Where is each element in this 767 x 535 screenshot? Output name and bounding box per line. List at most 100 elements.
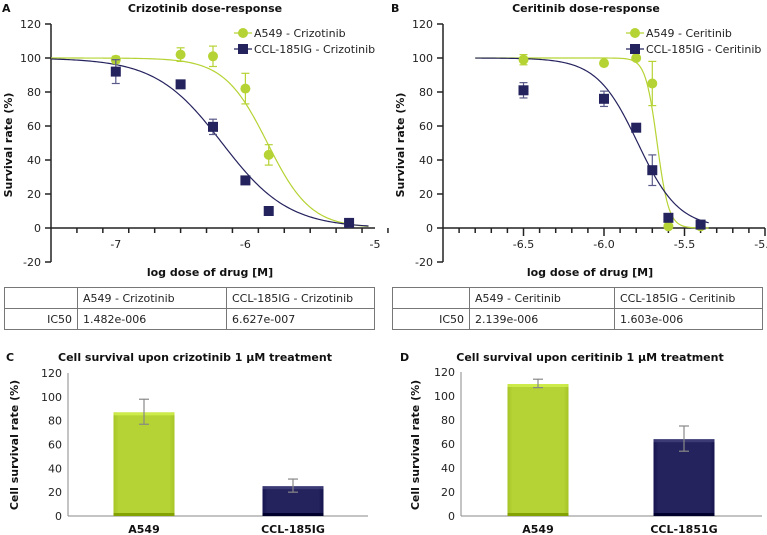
y-tick-label: -20 [23,256,41,269]
y-tick-label: 120 [412,18,433,31]
chart-title: Crizotinib dose-response [128,2,282,15]
data-point [110,66,121,77]
y-tick-label: 60 [419,120,433,133]
legend-label: CCL-185IG - Ceritinib [646,43,761,56]
y-tick-label: 100 [434,390,455,403]
x-tick-label: -6 [240,238,251,251]
bar-shadow [262,513,324,516]
plot-area: -20 0 20 40 60 80 100 120 -7 -6 -5 [20,18,389,269]
plot-area: 0 20 40 60 80 100 120 A549 CCL-1851G [434,366,762,535]
y-axis-label: Cell survival rate (%) [409,380,422,510]
panel-d-bar-ceritinib: D Cell survival upon ceritinib 1 μM trea… [400,351,762,535]
fit-curve [475,57,709,224]
y-tick-label: 80 [419,86,433,99]
bar [507,384,569,516]
data-point [518,54,529,65]
table-cell: 1.603e-006 [614,308,763,330]
bar-shadow [113,513,175,516]
bar [113,412,175,516]
y-tick-label: 0 [448,510,455,523]
y-tick-label: 80 [48,415,62,428]
plot-area: -20 0 20 40 60 80 100 120 -6.5 -6.0 -5.5 -5.0 [412,18,767,269]
panel-a-dose-response-crizotinib: A Crizotinib dose-response Survival rate… [2,2,389,279]
y-tick-label: 40 [441,462,455,475]
x-tick-label: -5 [370,238,381,251]
y-tick-label: 40 [27,154,41,167]
bar-shadow [653,513,715,516]
table-header-row: A549 - Crizotinib CCL-185IG - Crizotinib [4,287,375,309]
x-category-label: CCL-1851G [650,523,717,535]
data-point [344,217,355,228]
y-tick-label: 120 [434,366,455,379]
chart-title: Cell survival upon ceritinib 1 μM treatm… [456,351,723,364]
data-point [631,122,642,133]
data-point [663,212,674,223]
table-header-row: A549 - Ceritinib CCL-185IG - Ceritinib [392,287,763,309]
panel-letter-c: C [6,351,14,364]
panel-letter-b: B [391,2,399,15]
legend-label: A549 - Crizotinib [254,27,346,40]
y-tick-label: 0 [426,222,433,235]
data-point [240,83,251,94]
y-tick-label: 120 [41,367,62,380]
fit-curve [51,57,369,228]
y-tick-label: 20 [419,188,433,201]
ic50-table-ceritinib: A549 - Ceritinib CCL-185IG - Ceritinib I… [392,287,763,330]
data-point [208,121,218,132]
bar [653,439,715,516]
y-tick-label: 40 [48,462,62,475]
x-axis-label: log dose of drug [M] [527,266,653,279]
x-tick-label: -5.5 [674,238,695,251]
x-category-label: CCL-185IG [261,523,325,535]
y-tick-label: 40 [419,154,433,167]
y-tick-label: 100 [20,52,41,65]
chart-title: Cell survival upon crizotinib 1 μM treat… [58,351,332,364]
table-cell: 2.139e-006 [469,308,615,330]
data-point [208,51,218,62]
legend: A549 - Ceritinib CCL-185IG - Ceritinib [626,27,761,56]
ic50-table-crizotinib: A549 - Crizotinib CCL-185IG - Crizotinib… [4,287,375,330]
data-point [663,221,674,232]
data-point [695,219,706,230]
legend-marker [630,28,640,38]
data-point [175,49,186,60]
y-axis-label: Survival rate (%) [2,93,15,198]
table-header-cell: CCL-185IG - Ceritinib [614,287,763,309]
y-tick-label: 20 [27,188,41,201]
data-point [240,175,251,186]
plot-area: 0 20 40 60 80 100 120 A549 CCL-185IG [41,367,368,535]
fit-curve [50,58,369,227]
panel-b-dose-response-ceritinib: B Ceritinib dose-response Survival rate … [391,2,767,279]
chart-title: Ceritinib dose-response [512,2,660,15]
legend-label: A549 - Ceritinib [646,27,732,40]
x-tick-label: -6.0 [593,238,614,251]
x-category-label: A549 [128,523,159,535]
x-tick-label: -6.5 [513,238,534,251]
data-point [647,165,658,176]
legend: A549 - Crizotinib CCL-185IG - Crizotinib [234,27,375,56]
table-row: IC50 1.482e-006 6.627e-007 [4,308,375,330]
y-tick-label: 80 [27,86,41,99]
legend-marker [630,44,640,54]
y-tick-label: 80 [441,414,455,427]
y-tick-label: 60 [48,439,62,452]
x-axis-label: log dose of drug [M] [147,266,273,279]
legend-marker [238,28,248,38]
x-tick-label: -7 [110,238,121,251]
legend-label: CCL-185IG - Crizotinib [254,43,375,56]
y-tick-label: 0 [34,222,41,235]
data-point [631,53,642,63]
table-row-label: IC50 [392,308,470,330]
y-tick-label: 20 [441,486,455,499]
panel-c-bar-crizotinib: C Cell survival upon crizotinib 1 μM tre… [6,351,368,535]
table-cell: 1.482e-006 [77,308,227,330]
data-point [518,85,529,96]
data-point [175,79,186,90]
data-point [599,58,609,69]
table-header-cell: A549 - Ceritinib [469,287,615,309]
y-tick-label: 20 [48,486,62,499]
x-category-label: A549 [522,523,553,535]
bar-shadow [507,513,569,516]
panel-letter-d: D [400,351,409,364]
panel-letter-a: A [2,2,11,15]
